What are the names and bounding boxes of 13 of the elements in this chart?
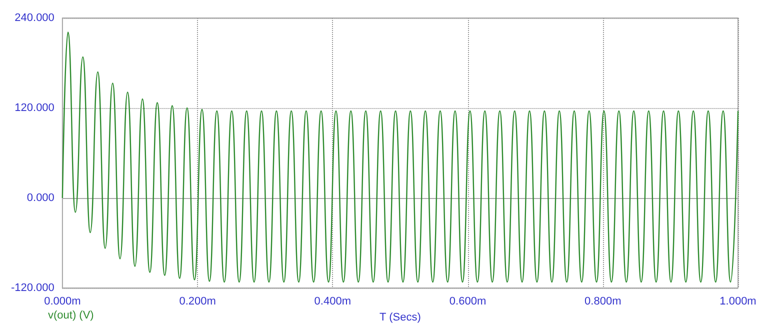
- x-tick-label: 0.000m: [44, 296, 81, 308]
- y-tick-label: 0.000: [26, 192, 54, 204]
- x-tick-label: 1.000m: [720, 296, 756, 308]
- x-tick-label: 0.600m: [449, 296, 486, 308]
- y-tick-label: 120.000: [14, 102, 54, 114]
- x-axis-title: T (Secs): [380, 312, 421, 324]
- y-tick-label: 240.000: [14, 12, 54, 24]
- x-tick-label: 0.200m: [179, 296, 216, 308]
- text: v(out) (V): [48, 310, 94, 322]
- line-series: [62, 32, 739, 283]
- x-tick-label: 0.800m: [584, 296, 622, 308]
- y-tick-label: -120.000: [10, 282, 54, 294]
- x-tick-label: 0.400m: [314, 296, 352, 308]
